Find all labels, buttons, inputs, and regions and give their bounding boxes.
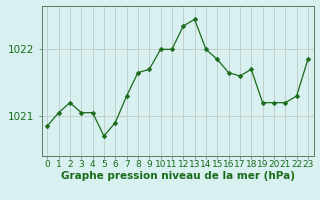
X-axis label: Graphe pression niveau de la mer (hPa): Graphe pression niveau de la mer (hPa) bbox=[60, 171, 295, 181]
